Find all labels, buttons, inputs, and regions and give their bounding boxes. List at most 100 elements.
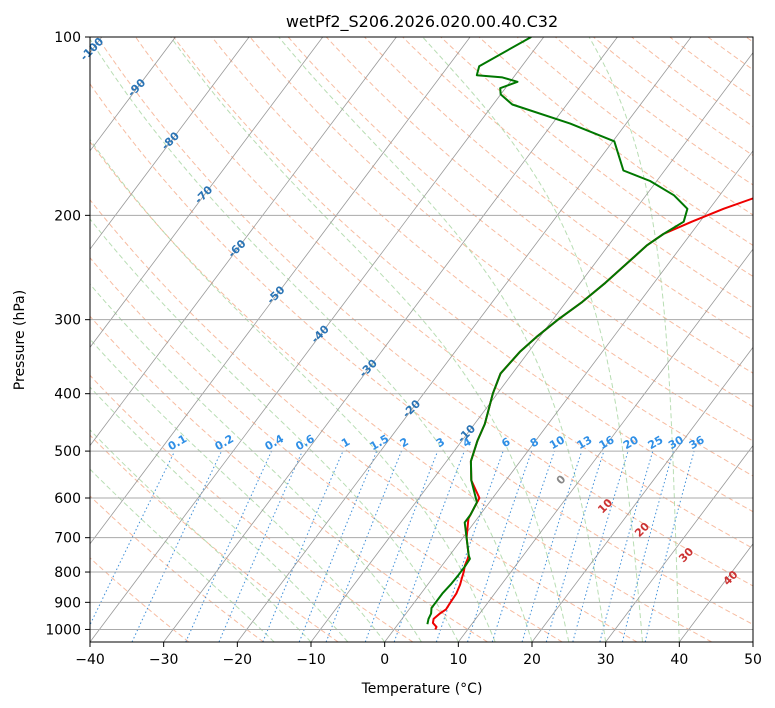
dry-adiabat: [90, 256, 563, 642]
x-tick-label: 20: [523, 652, 541, 668]
mixing-ratio-line: [218, 450, 303, 642]
y-tick-label: 500: [54, 444, 81, 460]
y-tick-label: 300: [54, 313, 81, 329]
isotherm-line: [384, 150, 753, 642]
isotherm-line: [237, 37, 692, 642]
moist-adiabat: [90, 138, 496, 642]
dry-adiabat-label: -30: [357, 356, 380, 379]
x-tick-label: −20: [223, 652, 253, 668]
x-tick-label: −10: [296, 652, 326, 668]
mixing-ratio-line: [90, 450, 176, 626]
plot-frame: [89, 36, 754, 643]
moist-adiabat: [90, 38, 533, 642]
mixing-ratio-label: 6: [499, 435, 512, 450]
mixing-ratio-label: 0.1: [166, 432, 189, 453]
dry-adiabat-label: -50: [264, 283, 287, 306]
temperature-line: [431, 197, 753, 630]
mixing-ratio-line: [599, 450, 654, 642]
mixing-ratio-label: 13: [575, 433, 595, 452]
dry-adiabat: [554, 37, 753, 186]
mixing-ratio-label: 36: [687, 433, 707, 452]
dry-adiabat-label: -10: [455, 422, 478, 445]
chart-title: wetPf2_S206.2026.020.00.40.C32: [286, 12, 558, 32]
y-axis: 100 200 300 400 500 600 700 800 900 1000: [45, 30, 90, 638]
mixing-ratio-line: [393, 450, 465, 642]
mixing-ratio-line: [298, 450, 378, 642]
isotherm-line: [752, 641, 753, 642]
dry-adiabat: [249, 37, 753, 442]
dry-adiabat-label: -80: [159, 129, 182, 152]
dry-adiabat: [90, 315, 488, 642]
moist-adiabat: [90, 283, 422, 642]
x-tick-label: 10: [449, 652, 467, 668]
dry-adiabat: [90, 83, 753, 626]
x-tick-label: 30: [597, 652, 615, 668]
moist-adiabat: [90, 429, 312, 642]
background-lines: [90, 37, 753, 642]
dry-adiabat: [364, 37, 753, 341]
isotherm-line: [679, 543, 753, 642]
y-tick-label: 1000: [45, 622, 81, 638]
mixing-ratio-line: [262, 450, 344, 642]
dry-adiabat: [440, 37, 753, 277]
mixing-ratio-line: [491, 450, 555, 642]
x-axis-label: Temperature (°C): [361, 681, 483, 697]
moist-adiabat: [90, 468, 275, 642]
x-tick-label: 50: [744, 652, 762, 668]
mixing-ratio-line: [364, 450, 439, 642]
x-tick-label: −30: [149, 652, 179, 668]
dry-adiabat-label: -60: [225, 237, 248, 260]
mixing-ratio-line: [131, 450, 223, 642]
mixing-ratio-line: [467, 450, 533, 642]
x-tick-label: −40: [75, 652, 105, 668]
isotherm-line: [163, 37, 618, 642]
moist-adiabat: [278, 37, 607, 642]
y-tick-label: 800: [54, 565, 81, 581]
isotherm-line: [310, 51, 753, 642]
y-tick-label: 900: [54, 595, 81, 611]
isotherm-line: [90, 37, 250, 250]
dewpoint-line: [426, 37, 689, 625]
mixing-ratio-label: 16: [597, 433, 617, 452]
x-tick-label: 0: [380, 652, 389, 668]
mixing-ratio-line: [185, 450, 272, 642]
dry-adiabat: [90, 495, 264, 642]
sounding-traces: [426, 37, 753, 630]
moist-adiabat: [588, 37, 680, 642]
moist-adiabat-label: 40: [721, 568, 741, 588]
moist-adiabat: [90, 338, 386, 642]
x-tick-label: 40: [670, 652, 688, 668]
y-tick-label: 200: [54, 208, 81, 224]
dry-adiabat: [135, 37, 753, 549]
moist-adiabat: [422, 37, 643, 642]
dry-adiabat: [325, 37, 753, 374]
y-tick-label: 600: [54, 491, 81, 507]
isotherm-line: [458, 248, 753, 642]
moist-adiabat-label: 0: [554, 472, 569, 487]
mixing-ratio-label: 30: [666, 433, 686, 452]
dry-adiabat: [402, 37, 753, 309]
mixing-ratio-line: [572, 450, 629, 642]
mixing-ratio-label: 3: [434, 435, 447, 450]
mixing-ratio-label: 1: [339, 435, 352, 450]
isotherm-line: [90, 37, 545, 642]
isotherm-line: [90, 37, 471, 545]
isotherm-line: [90, 37, 397, 447]
mixing-ratio-line: [435, 450, 504, 642]
dry-adiabat-label: -20: [400, 397, 423, 420]
dry-adiabat-label: -90: [125, 76, 148, 99]
moist-adiabat: [170, 37, 570, 642]
mixing-ratio-label: 0.6: [293, 432, 317, 453]
mixing-ratio-line: [521, 450, 583, 642]
x-axis: −40 −30 −20 −10 0 10 20 30 40 50: [75, 642, 762, 668]
mixing-ratio-line: [545, 450, 605, 642]
y-tick-label: 700: [54, 531, 81, 547]
mixing-ratio-label: 0.2: [213, 432, 236, 453]
dry-adiabat-label: -70: [192, 183, 215, 206]
moist-adiabat: [90, 386, 349, 642]
mixing-ratio-line: [621, 450, 674, 642]
y-tick-label: 100: [54, 30, 81, 46]
mixing-ratio-label: 2: [398, 435, 411, 450]
dry-adiabat: [745, 37, 753, 43]
